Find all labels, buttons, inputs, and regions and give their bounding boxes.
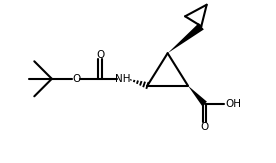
Text: O: O xyxy=(96,50,104,59)
Polygon shape xyxy=(168,23,204,53)
Text: O: O xyxy=(200,122,209,132)
Text: OH: OH xyxy=(226,99,242,109)
Text: NH: NH xyxy=(115,74,130,84)
Polygon shape xyxy=(188,86,207,106)
Text: O: O xyxy=(72,74,80,84)
